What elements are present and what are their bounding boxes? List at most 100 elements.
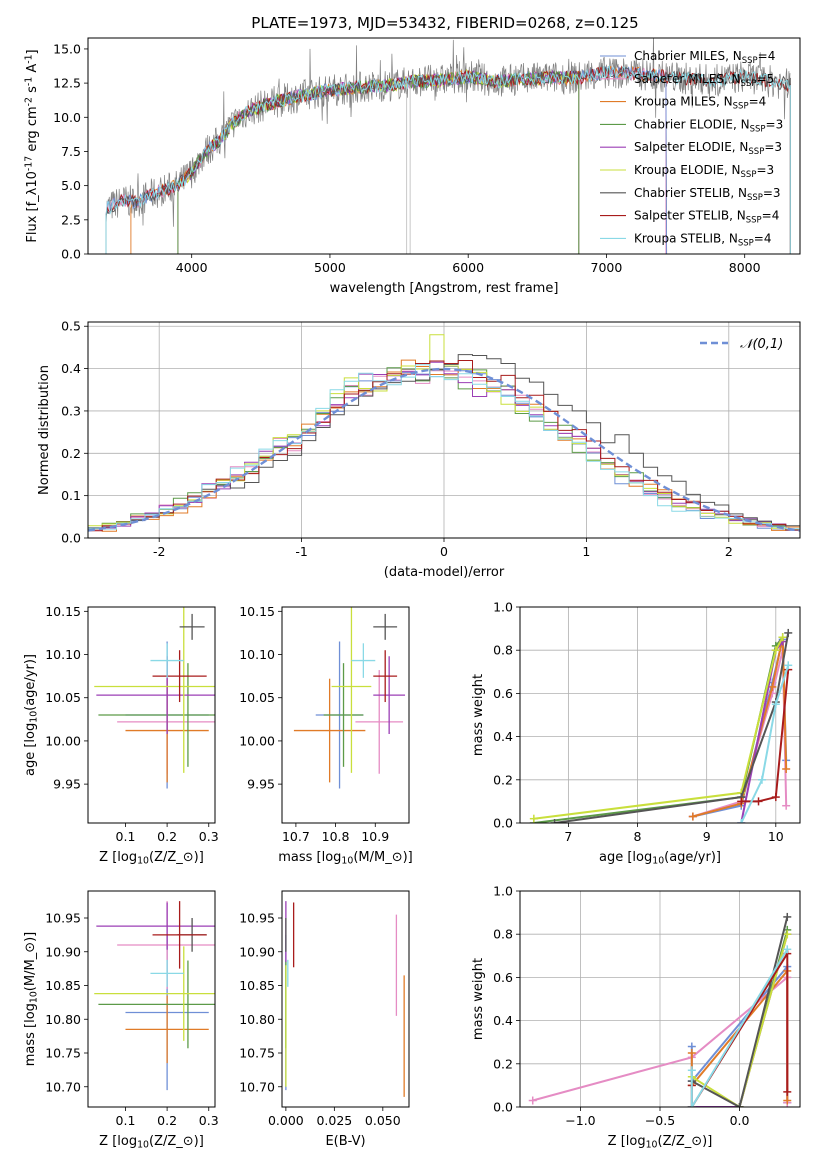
legend-label: Kroupa ELODIE, NSSP=3	[634, 163, 774, 180]
y-axis-label: Flux [f_λ10-17 erg cm-2 s-1 A-1]	[23, 49, 40, 242]
weight-line	[554, 632, 790, 823]
plot-area	[88, 334, 800, 532]
legend-sub: SSP	[748, 147, 764, 157]
x-tick-label: 7000	[591, 260, 623, 275]
label-part: (M/M_	[353, 850, 392, 865]
x-tick-label: 5000	[314, 260, 346, 275]
label-part: 10	[29, 711, 40, 723]
legend-n: =3	[764, 140, 782, 154]
figure-title: PLATE=1973, MJD=53432, FIBERID=0268, z=0…	[251, 14, 638, 32]
legend-sub: SSP	[741, 79, 757, 89]
legend-label: Kroupa STELIB, NSSP=4	[634, 231, 772, 248]
x-tick-label: 0.050	[365, 1113, 401, 1128]
legend-label: Chabrier ELODIE, NSSP=3	[634, 117, 783, 134]
y-axis-label: mass weight	[471, 674, 486, 756]
label-part: ]	[25, 49, 40, 54]
x-tick-label: −1.0	[565, 1113, 595, 1128]
label-part: ⊙	[183, 850, 194, 865]
axes-frame	[281, 890, 410, 1108]
plot-area	[285, 901, 405, 1097]
label-part: (age/yr)]	[23, 654, 38, 711]
legend-n: =3	[763, 186, 781, 200]
y-axis-label: mass [log10(M/M_⊙)]	[23, 932, 40, 1067]
y-tick-label: 12.5	[53, 76, 81, 91]
y-tick-label: 10.10	[239, 647, 275, 662]
x-axis-label: age [log10(age/yr)]	[599, 850, 721, 867]
x-tick-label: 0.2	[157, 1113, 177, 1128]
x-tick-label: 0.1	[116, 1113, 136, 1128]
x-axis-label: mass [log10(M/M_⊙)]	[278, 850, 413, 867]
y-tick-label: 0.0	[61, 531, 81, 546]
y-tick-label: 0.4	[493, 729, 513, 744]
x-tick-label: 0.000	[268, 1113, 304, 1128]
x-tick-label: 0.025	[316, 1113, 352, 1128]
label-part: )]	[194, 850, 204, 865]
axes-frame	[519, 890, 801, 1108]
label-part: (Z/Z_	[658, 1134, 692, 1149]
y-tick-label: 0.6	[493, 686, 513, 701]
legend-sub: SSP	[742, 56, 758, 66]
axes-frame	[281, 606, 410, 824]
panel-mass-vs-Z: 0.1 0.2 0.3 10.70 10.75 10.80 10.85 10.90 10.95 Z…	[23, 890, 219, 1151]
label-part: Z [log	[608, 1134, 646, 1149]
x-tick-label: 2	[725, 544, 733, 559]
plot-area	[105, 38, 791, 254]
panel-spectrum: 4000 5000 6000 7000 8000 0.0 2.5 5.0 7.5 10.0 12.5…	[23, 37, 801, 296]
x-tick-label: -1	[295, 544, 307, 559]
x-axis-label: Z [log10(Z/Z_⊙)]	[99, 850, 204, 867]
axes-frame	[87, 37, 801, 255]
legend-n: =5	[756, 72, 774, 86]
x-axis-label: Z [log10(Z/Z_⊙)]	[99, 1134, 204, 1151]
y-tick-label: 10.90	[45, 944, 81, 959]
x-axis-label: E(B-V)	[325, 1134, 365, 1149]
y-tick-label: 10.70	[239, 1079, 275, 1094]
label-part: 10	[25, 171, 40, 188]
x-tick-label: 0.1	[116, 829, 136, 844]
y-tick-label: 10.70	[45, 1079, 81, 1094]
axes-frame	[87, 606, 216, 824]
label-part: 10	[652, 856, 664, 867]
label-part: E(B-V)	[325, 1134, 365, 1149]
plot-area	[293, 607, 406, 789]
y-axis-label: age [log10(age/yr)]	[23, 654, 40, 776]
y-tick-label: 10.85	[45, 978, 81, 993]
y-axis-label: mass weight	[471, 958, 486, 1040]
label-part: -1	[23, 54, 34, 63]
legend-text: Salpeter ELODIE, N	[634, 140, 748, 154]
axes-frame	[519, 606, 801, 824]
legend-label: Chabrier MILES, NSSP=4	[634, 49, 775, 66]
legend-text: Chabrier ELODIE, N	[634, 117, 750, 131]
label-part: -17	[23, 156, 34, 171]
legend: 𝒩(0,1)	[700, 337, 783, 352]
legend-text: Chabrier STELIB, N	[634, 186, 747, 200]
model-spectrum-line	[105, 65, 791, 254]
y-tick-label: 0.1	[61, 488, 81, 503]
y-tick-label: 10.80	[239, 1012, 275, 1027]
legend-n: =4	[754, 231, 772, 245]
weight-line	[740, 664, 790, 823]
histogram-step	[88, 360, 800, 532]
y-tick-label: 0.0	[493, 1100, 513, 1115]
x-axis-label: Z [log10(Z/Z_⊙)]	[608, 1134, 713, 1151]
y-tick-label: 10.00	[239, 733, 275, 748]
x-tick-label: 9	[703, 829, 711, 844]
model-spectrum-line	[105, 64, 791, 254]
model-spectrum-line	[177, 70, 580, 254]
x-tick-label: 0	[440, 544, 448, 559]
label-part: erg cm	[25, 106, 40, 155]
panel-age-vs-mass: 10.7 10.8 10.9 9.95 10.00 10.05 10.10 10.15 mass…	[239, 604, 413, 867]
legend-sub: SSP	[747, 193, 763, 203]
label-part: Normed distribution	[37, 365, 52, 495]
legend-n: =4	[749, 95, 767, 109]
y-tick-label: 10.05	[45, 690, 81, 705]
y-tick-label: 10.15	[239, 604, 275, 619]
legend-sub: SSP	[738, 238, 754, 248]
label-part: )]	[23, 932, 38, 942]
x-tick-label: 4000	[176, 260, 208, 275]
legend-n: =3	[756, 163, 774, 177]
label-part: 10	[646, 1140, 658, 1151]
y-tick-label: 10.95	[45, 911, 81, 926]
x-tick-label: 1	[582, 544, 590, 559]
